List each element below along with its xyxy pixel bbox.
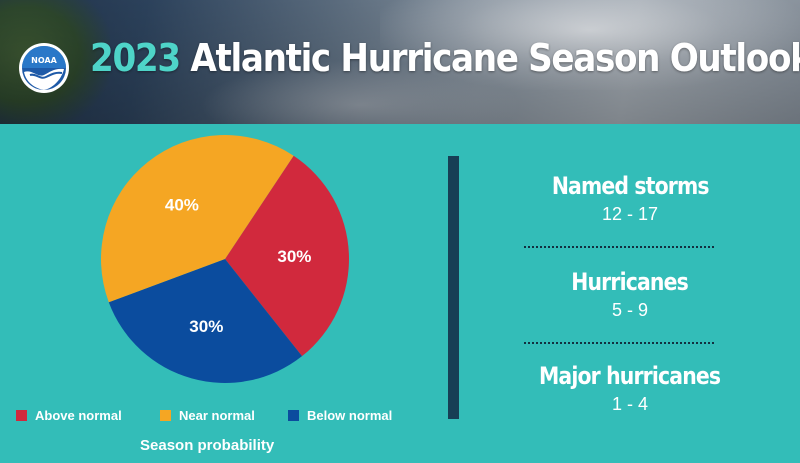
pie-label-near-normal: 40% [165,196,199,215]
chart-legend: Above normal Near normal Below normal [0,408,440,428]
stat-label-named-storms: Named storms [551,172,710,200]
stat-value-major-hurricanes: 1 - 4 [611,394,649,414]
probability-pie-chart: 30% 30% 40% [101,135,349,383]
legend-label-below: Below normal [307,408,393,423]
stat-major-hurricanes: Major hurricanes 1 - 4 [520,362,740,415]
legend-label-above: Above normal [35,408,122,423]
legend-swatch-near [160,410,171,421]
pie-slice-below-normal [108,259,303,383]
satellite-clouds-lower [200,60,520,124]
stat-value-hurricanes: 5 - 9 [611,300,649,320]
pie-label-above-normal: 30% [277,247,311,266]
vertical-divider [448,156,459,419]
dotted-separator [524,342,714,344]
legend-swatch-above [16,410,27,421]
chart-caption: Season probability [140,437,275,454]
stat-value-named-storms: 12 - 17 [601,204,659,224]
header-shade [0,0,800,124]
page-title: 2023 Atlantic Hurricane Season Outlook [90,36,800,80]
legend-label-near: Near normal [179,408,255,423]
header-banner: NOAA 2023 Atlantic Hurricane Season Outl… [0,0,800,124]
legend-swatch-below [288,410,299,421]
title-text: Atlantic Hurricane Season Outlook [190,36,800,80]
stat-named-storms: Named storms 12 - 17 [520,172,740,225]
stat-hurricanes: Hurricanes 5 - 9 [520,268,740,321]
dotted-separator [524,246,714,248]
legend-item-above-normal: Above normal [16,408,122,423]
logo-text: NOAA [31,56,57,65]
noaa-logo-icon: NOAA [19,43,69,93]
stat-label-major-hurricanes: Major hurricanes [539,362,721,390]
pie-label-below-normal: 30% [189,317,223,336]
title-year: 2023 [90,36,181,80]
stat-label-hurricanes: Hurricanes [571,268,689,296]
pie-slice-near-normal [101,135,294,303]
legend-item-below-normal: Below normal [288,408,392,423]
pie-slice-above-normal [225,155,349,357]
legend-item-near-normal: Near normal [160,408,255,423]
